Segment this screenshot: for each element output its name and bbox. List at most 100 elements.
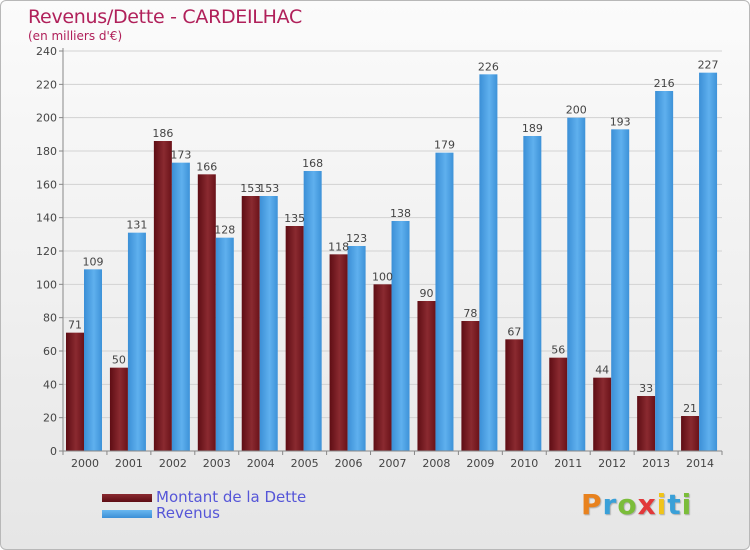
x-tick-label-2003: 2003 xyxy=(203,457,231,470)
x-tick-label-2005: 2005 xyxy=(291,457,319,470)
y-tick-label-120: 120 xyxy=(36,245,57,258)
bar-dette-2004 xyxy=(241,196,260,451)
data-label-revenus-2003: 128 xyxy=(214,224,235,237)
logo-letter: r xyxy=(602,488,618,521)
bar-revenus-2009 xyxy=(479,74,498,451)
bar-dette-2001 xyxy=(109,367,128,451)
logo-letter: i xyxy=(656,488,668,521)
data-label-dette-2007: 100 xyxy=(372,270,393,283)
logo-letter: x xyxy=(637,488,657,521)
chart-subtitle: (en milliers d'€) xyxy=(28,29,123,43)
bar-dette-2009 xyxy=(461,321,480,451)
bar-dette-2013 xyxy=(637,396,656,451)
data-label-dette-2011: 56 xyxy=(551,344,565,357)
bar-revenus-2014 xyxy=(699,72,718,452)
bar-revenus-2001 xyxy=(127,232,146,451)
bar-revenus-2007 xyxy=(391,221,410,451)
logo-letter: i xyxy=(681,488,693,521)
x-tick-label-2004: 2004 xyxy=(247,457,275,470)
data-label-revenus-2008: 179 xyxy=(434,139,455,152)
y-tick-label-160: 160 xyxy=(36,178,57,191)
data-label-dette-2013: 33 xyxy=(639,382,653,395)
data-label-dette-2009: 78 xyxy=(463,307,477,320)
y-tick-label-20: 20 xyxy=(43,412,57,425)
data-label-dette-2005: 135 xyxy=(284,212,305,225)
bar-revenus-2010 xyxy=(523,136,542,451)
data-label-revenus-2001: 131 xyxy=(126,219,147,232)
bar-dette-2012 xyxy=(593,377,612,451)
x-tick-label-2008: 2008 xyxy=(422,457,450,470)
chart-title: Revenus/Dette - CARDEILHAC xyxy=(28,6,302,28)
bar-dette-2011 xyxy=(549,357,568,451)
bar-revenus-2011 xyxy=(567,117,586,452)
x-tick-label-2000: 2000 xyxy=(71,457,99,470)
data-label-dette-2006: 118 xyxy=(328,240,349,253)
bar-dette-2014 xyxy=(681,416,700,451)
data-label-dette-2014: 21 xyxy=(683,402,697,415)
y-tick-label-60: 60 xyxy=(43,345,57,358)
y-tick-label-0: 0 xyxy=(50,445,57,458)
proxiti-logo: Proxiti xyxy=(581,488,692,521)
y-tick-label-240: 240 xyxy=(36,45,57,58)
data-label-revenus-2000: 109 xyxy=(83,255,104,268)
data-label-revenus-2014: 227 xyxy=(698,59,719,72)
bars-layer xyxy=(66,72,718,452)
y-tick-label-200: 200 xyxy=(36,112,57,125)
bar-dette-2003 xyxy=(197,174,216,452)
y-tick-label-100: 100 xyxy=(36,278,57,291)
legend-label-dette: Montant de la Dette xyxy=(156,488,307,506)
y-tick-label-180: 180 xyxy=(36,145,57,158)
data-label-dette-2004: 153 xyxy=(240,182,261,195)
x-tick-label-2001: 2001 xyxy=(115,457,143,470)
bar-revenus-2013 xyxy=(655,91,674,451)
y-tick-label-40: 40 xyxy=(43,378,57,391)
data-label-revenus-2009: 226 xyxy=(478,60,499,73)
data-label-dette-2012: 44 xyxy=(595,364,609,377)
data-label-revenus-2010: 189 xyxy=(522,122,543,135)
x-tick-label-2009: 2009 xyxy=(466,457,494,470)
x-tick-label-2007: 2007 xyxy=(379,457,407,470)
x-tick-label-2010: 2010 xyxy=(510,457,538,470)
bar-dette-2002 xyxy=(153,141,172,451)
y-tick-label-80: 80 xyxy=(43,312,57,325)
bar-dette-2008 xyxy=(417,301,436,451)
bar-revenus-2008 xyxy=(435,152,454,451)
bar-revenus-2002 xyxy=(171,162,190,451)
data-label-dette-2003: 166 xyxy=(196,160,217,173)
x-tick-label-2013: 2013 xyxy=(642,457,670,470)
bar-dette-2000 xyxy=(66,332,84,451)
data-label-revenus-2002: 173 xyxy=(170,149,191,162)
data-label-dette-2010: 67 xyxy=(507,325,521,338)
bar-revenus-2005 xyxy=(303,171,322,451)
legend-label-revenus: Revenus xyxy=(156,504,220,522)
data-label-revenus-2013: 216 xyxy=(654,77,675,90)
x-tick-label-2006: 2006 xyxy=(335,457,363,470)
data-label-revenus-2005: 168 xyxy=(302,157,323,170)
x-tick-label-2012: 2012 xyxy=(598,457,626,470)
y-tick-label-220: 220 xyxy=(36,78,57,91)
bar-revenus-2000 xyxy=(84,269,102,451)
data-label-revenus-2012: 193 xyxy=(610,115,631,128)
data-label-dette-2008: 90 xyxy=(419,287,433,300)
logo-letter: t xyxy=(667,488,682,521)
legend-swatch-revenus xyxy=(102,510,152,518)
data-label-dette-2000: 71 xyxy=(68,319,82,332)
bar-dette-2010 xyxy=(505,339,524,451)
x-tick-label-2014: 2014 xyxy=(686,457,714,470)
bar-revenus-2003 xyxy=(215,237,234,451)
legend-swatch-dette xyxy=(102,494,152,502)
data-label-revenus-2004: 153 xyxy=(258,182,279,195)
data-label-revenus-2011: 200 xyxy=(566,104,587,117)
data-label-revenus-2006: 123 xyxy=(346,232,367,245)
x-tick-label-2002: 2002 xyxy=(159,457,187,470)
data-label-dette-2001: 50 xyxy=(112,354,126,367)
logo-letter: o xyxy=(617,488,638,521)
data-label-revenus-2007: 138 xyxy=(390,207,411,220)
bar-revenus-2004 xyxy=(259,196,278,451)
bar-dette-2007 xyxy=(373,284,392,451)
logo-letter: P xyxy=(581,488,603,521)
bar-revenus-2012 xyxy=(611,129,630,452)
